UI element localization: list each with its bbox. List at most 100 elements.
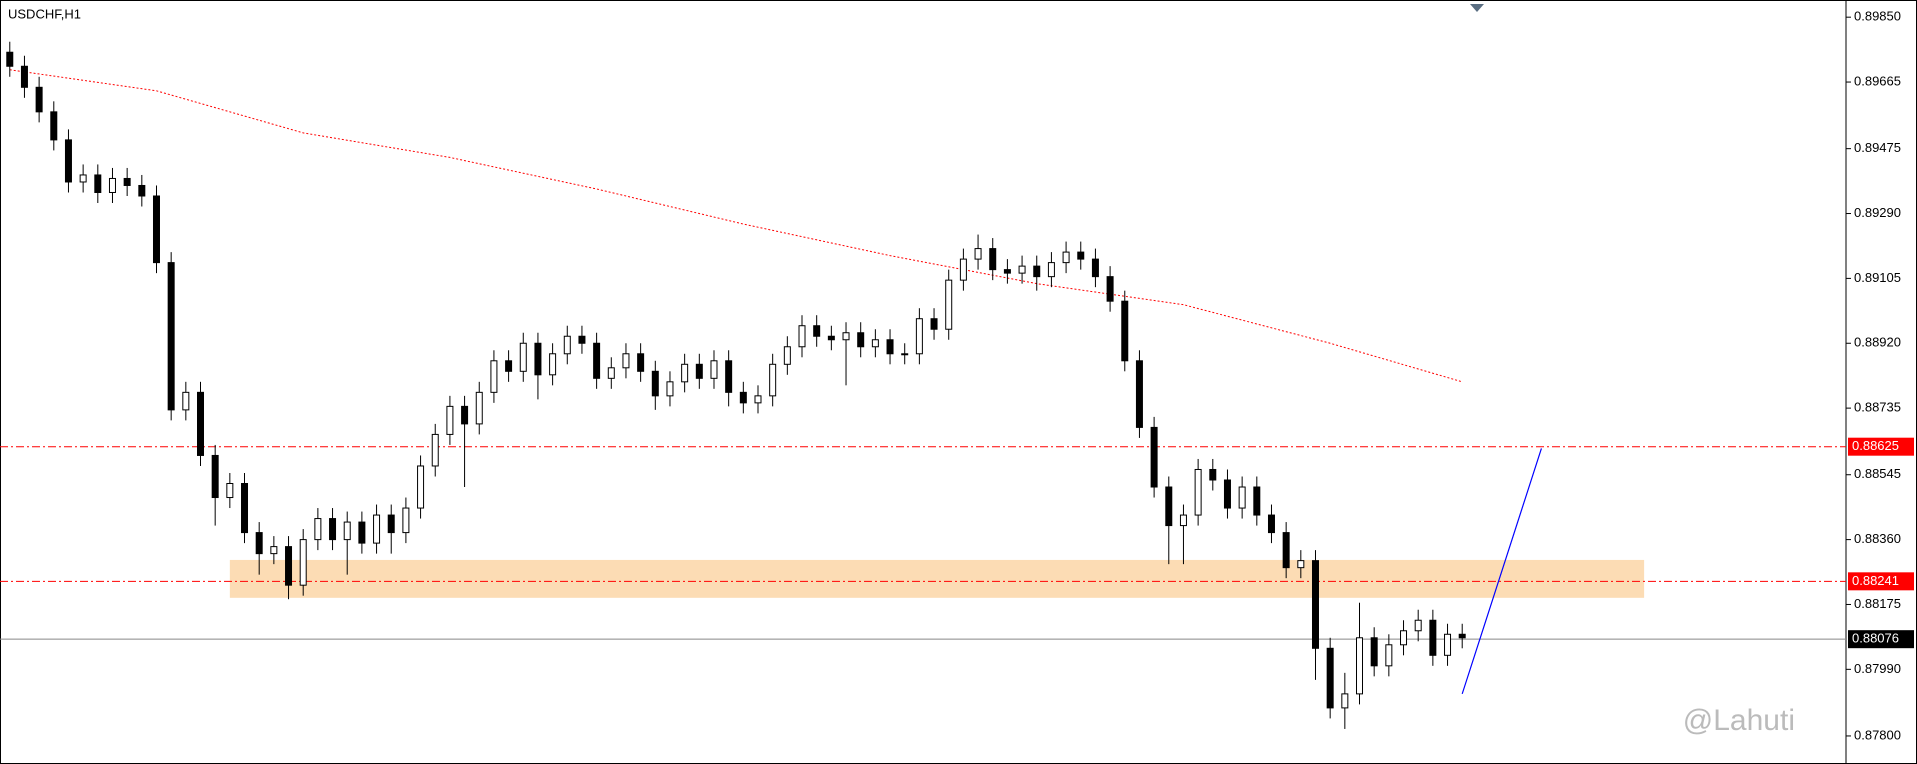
candle-body [1253, 486, 1261, 516]
y-tick-label: 0.88920 [1854, 335, 1901, 350]
candle-body [1311, 560, 1319, 649]
candle-body [373, 514, 381, 544]
candle-body [1018, 265, 1026, 274]
candle-body [1282, 532, 1290, 569]
shift-marker [1470, 4, 1484, 12]
trend-line [1461, 448, 1542, 695]
candle-body [754, 395, 762, 404]
candle-body [930, 318, 938, 330]
level-label-bg [1848, 572, 1914, 591]
level-label: 0.88625 [1852, 438, 1899, 453]
y-tick-label: 0.89105 [1854, 270, 1901, 285]
level-label: 0.88241 [1852, 573, 1899, 588]
candle-body [1385, 644, 1393, 667]
candle-body [871, 339, 879, 348]
candle-body [255, 532, 263, 555]
level-label: 0.88076 [1852, 631, 1899, 646]
candle-body [813, 325, 821, 337]
candle-body [578, 335, 586, 344]
candle-body [387, 514, 395, 534]
candle-body [358, 521, 366, 544]
candle-body [329, 518, 337, 541]
candle-body [1267, 514, 1275, 534]
candle-body [1121, 300, 1129, 362]
candle-body [1297, 560, 1305, 569]
candle-body [182, 391, 190, 411]
candle-body [490, 360, 498, 393]
candle-body [1370, 637, 1378, 667]
candle-body [1179, 514, 1187, 527]
candle-body [1429, 619, 1437, 656]
candle-body [1458, 633, 1466, 639]
candle-body [505, 360, 513, 372]
y-tick-label: 0.89850 [1854, 9, 1901, 24]
candle-body [607, 367, 615, 379]
candle-body [519, 342, 527, 372]
candle-body [1238, 486, 1246, 509]
candle-body [1400, 630, 1408, 646]
candle-body [1091, 258, 1099, 278]
candle-body [50, 111, 58, 141]
candle-body [94, 174, 102, 193]
chart-title: USDCHF,H1 [8, 6, 81, 21]
candle-body [681, 363, 689, 383]
candle-body [886, 339, 894, 355]
candle-body [959, 258, 967, 281]
candle-body [798, 325, 806, 348]
candle-body [1326, 647, 1334, 709]
candle-body [593, 342, 601, 379]
candle-body [827, 335, 835, 341]
candle-body [461, 405, 469, 425]
candle-body [1209, 468, 1217, 481]
candle-body [1194, 468, 1202, 516]
y-tick-label: 0.89290 [1854, 205, 1901, 220]
candle-body [20, 65, 28, 88]
candle-body [35, 86, 43, 113]
candle-body [197, 391, 205, 456]
candle-body [901, 353, 909, 356]
candle-body [710, 360, 718, 379]
candle-body [622, 353, 630, 369]
level-label-bg [1848, 437, 1914, 456]
candle-body [915, 318, 923, 355]
candle-body [431, 433, 439, 467]
candle-body [563, 335, 571, 355]
candle-body [108, 177, 116, 193]
candle-body [637, 353, 645, 372]
candle-body [945, 279, 953, 330]
candle-body [475, 391, 483, 425]
y-tick-label: 0.88175 [1854, 596, 1901, 611]
candle-body [534, 342, 542, 376]
candle-body [1135, 360, 1143, 428]
candle-body [666, 381, 674, 397]
candle-body [64, 139, 72, 183]
candle-body [417, 465, 425, 509]
candle-body [1341, 693, 1349, 709]
y-tick-label: 0.88545 [1854, 466, 1901, 481]
candle-body [857, 332, 865, 348]
candle-body [1077, 251, 1085, 260]
candle-body [402, 507, 410, 534]
level-label-bg [1848, 630, 1914, 649]
y-tick-label: 0.89475 [1854, 140, 1901, 155]
candle-body [167, 262, 175, 411]
candle-body [299, 539, 307, 586]
candle-body [79, 174, 87, 183]
candle-body [725, 360, 733, 393]
candle-body [1414, 619, 1422, 632]
y-tick-label: 0.88360 [1854, 531, 1901, 546]
candle-body [1003, 269, 1011, 274]
candle-body [314, 518, 322, 541]
candle-body [270, 546, 278, 555]
y-tick-label: 0.88735 [1854, 400, 1901, 415]
candle-body [1106, 276, 1114, 302]
candle-body [842, 332, 850, 341]
y-tick-label: 0.89665 [1854, 73, 1901, 88]
candle-body [123, 177, 131, 186]
candle-body [446, 405, 454, 435]
candle-body [739, 391, 747, 404]
candle-body [152, 195, 160, 264]
candle-body [651, 370, 659, 397]
